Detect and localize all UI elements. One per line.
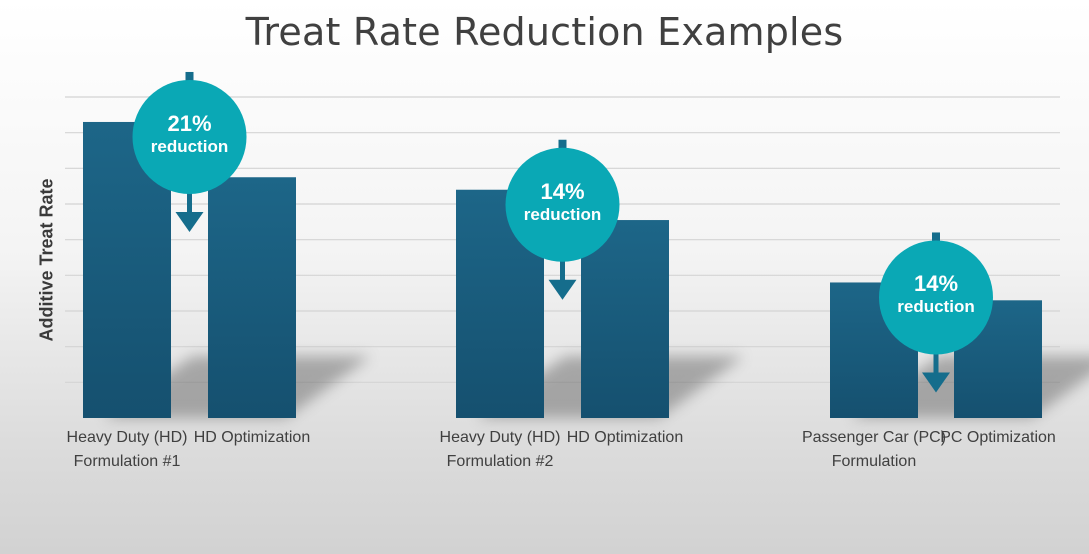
category-label: Passenger Car (PC) Formulation: [801, 429, 947, 470]
bar: [581, 220, 669, 418]
arrow-connector: [185, 71, 194, 86]
arrow-down-icon: [922, 372, 950, 393]
arrow-shaft: [187, 189, 192, 218]
category-label: HD Optimization: [566, 429, 684, 446]
reduction-annotation: 14% reduction: [881, 271, 991, 317]
arrow-down-icon: [175, 211, 204, 232]
arrow-shaft: [560, 257, 565, 286]
reduction-label: reduction: [150, 136, 229, 156]
reduction-percent: 14%: [540, 178, 585, 204]
arrow-shaft: [933, 350, 939, 379]
reduction-label: reduction: [897, 297, 975, 317]
bar: [208, 177, 296, 418]
reduction-badges: [132, 71, 993, 393]
arrow-connector: [932, 232, 940, 247]
reduction-label: reduction: [523, 204, 602, 224]
reduction-annotation: 14% reduction: [508, 179, 618, 225]
reduction-badge: [505, 147, 620, 262]
arrow-connector: [558, 139, 567, 154]
reduction-badge: [879, 240, 993, 355]
reduction-badge: [132, 79, 247, 194]
reduction-percent: 14%: [913, 271, 959, 297]
category-label: Heavy Duty (HD) Formulation #2: [439, 429, 561, 470]
category-label: Heavy Duty (HD) Formulation #1: [66, 429, 188, 470]
reduction-percent: 21%: [167, 110, 212, 136]
chart-title: Treat Rate Reduction Examples: [245, 10, 844, 54]
reduction-annotation: 21% reduction: [135, 111, 245, 157]
arrow-down-icon: [548, 279, 577, 300]
category-label: PC Optimization: [940, 429, 1056, 446]
category-label: HD Optimization: [193, 429, 311, 446]
